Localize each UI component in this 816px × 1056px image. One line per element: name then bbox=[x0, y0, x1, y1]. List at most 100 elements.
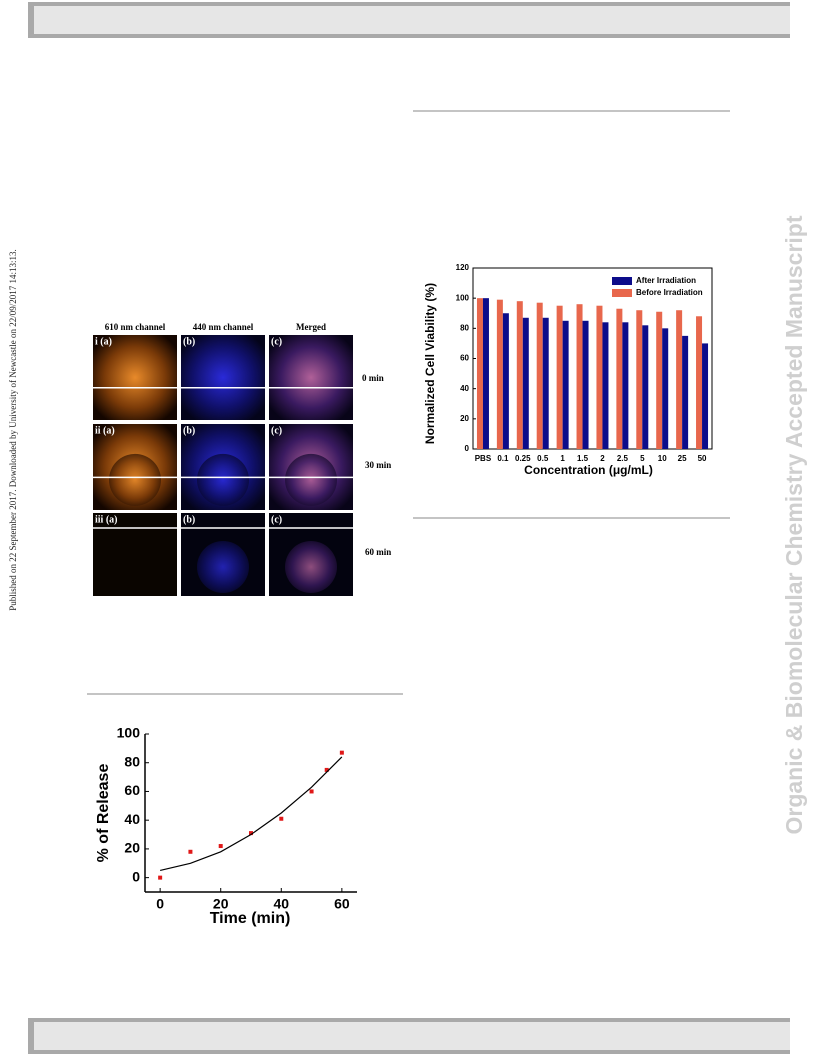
y-tick-label: 20 bbox=[124, 840, 140, 856]
x-tick-label: 20 bbox=[213, 896, 229, 912]
release-chart: 0 20 40 60 80 100 0 20 40 60 % of Release Time (min… bbox=[95, 725, 357, 927]
y-tick-label: 40 bbox=[124, 811, 140, 827]
bar bbox=[556, 305, 563, 449]
bar bbox=[522, 317, 529, 449]
x-tick-label: 5 bbox=[640, 454, 645, 463]
y-tick-label: 60 bbox=[124, 782, 140, 798]
y-tick-label: 0 bbox=[465, 444, 470, 453]
panel-label: (c) bbox=[271, 336, 282, 347]
micrograph-panel bbox=[181, 335, 265, 420]
panel-label: (b) bbox=[183, 425, 195, 436]
footer-inner bbox=[34, 1022, 790, 1050]
y-tick-label: 100 bbox=[117, 725, 141, 741]
published-note: Published on 22 September 2017. Download… bbox=[8, 249, 18, 610]
panel-label: (c) bbox=[271, 514, 282, 525]
legend-label: Before Irradiation bbox=[636, 288, 703, 297]
bar bbox=[642, 325, 649, 449]
panel-label: (b) bbox=[183, 514, 195, 525]
column-label: Merged bbox=[296, 322, 326, 332]
legend-label: After Irradiation bbox=[636, 276, 696, 285]
x-tick-label: 40 bbox=[273, 896, 289, 912]
x-tick-label: 0.5 bbox=[537, 454, 549, 463]
x-tick-label: 0 bbox=[156, 896, 164, 912]
bar bbox=[636, 310, 643, 449]
y-tick-label: 60 bbox=[460, 354, 469, 363]
header-inner bbox=[34, 6, 790, 34]
bar bbox=[682, 335, 689, 449]
bar bbox=[676, 310, 683, 449]
column-label: 610 nm channel bbox=[105, 322, 166, 332]
x-tick-label: 50 bbox=[698, 454, 707, 463]
y-axis-label: % of Release bbox=[95, 764, 112, 863]
x-tick-label: 25 bbox=[678, 454, 687, 463]
micrograph-panel bbox=[269, 335, 353, 420]
x-tick-label: 1.5 bbox=[577, 454, 589, 463]
panel-label: i (a) bbox=[95, 336, 112, 347]
bar bbox=[542, 317, 549, 449]
micrograph-panel bbox=[93, 335, 177, 420]
data-point bbox=[218, 844, 223, 849]
fit-line bbox=[160, 756, 343, 872]
y-tick-label: 0 bbox=[132, 868, 140, 884]
y-tick-label: 40 bbox=[460, 384, 469, 393]
cell-cluster bbox=[285, 540, 337, 593]
y-tick-label: 20 bbox=[460, 414, 469, 423]
time-label: 30 min bbox=[365, 460, 391, 470]
bar bbox=[476, 298, 483, 449]
bar bbox=[696, 316, 703, 449]
cell-cluster bbox=[197, 540, 249, 593]
x-tick-label: 2.5 bbox=[617, 454, 629, 463]
time-label: 0 min bbox=[362, 373, 384, 383]
data-point bbox=[279, 816, 284, 821]
cell-cluster bbox=[197, 453, 249, 506]
x-tick-label: PBS bbox=[475, 454, 492, 463]
x-tick-label: 1 bbox=[560, 454, 565, 463]
bar bbox=[622, 322, 629, 449]
data-point bbox=[309, 789, 314, 794]
cell-cluster bbox=[285, 453, 337, 506]
legend-swatch bbox=[612, 289, 632, 297]
x-axis-label: Concentration (μg/mL) bbox=[524, 463, 653, 477]
bar bbox=[582, 320, 589, 449]
y-tick-label: 80 bbox=[460, 323, 469, 332]
micrograph-figure: 610 nm channel 440 nm channel Merged i (a) (… bbox=[93, 322, 391, 596]
bar bbox=[596, 305, 603, 449]
bar bbox=[496, 299, 503, 449]
bar bbox=[562, 320, 569, 449]
micrograph-panel bbox=[93, 513, 177, 596]
bar bbox=[656, 311, 663, 449]
x-tick-label: 0.1 bbox=[497, 454, 509, 463]
data-point bbox=[188, 849, 193, 854]
watermark: Organic & Biomolecular Chemistry Accepte… bbox=[781, 215, 807, 834]
y-tick-label: 100 bbox=[456, 293, 470, 302]
x-axis-label: Time (min) bbox=[210, 910, 291, 927]
panel-label: (b) bbox=[183, 336, 195, 347]
bar bbox=[616, 308, 623, 449]
data-point bbox=[158, 875, 163, 880]
panel-label: (c) bbox=[271, 425, 282, 436]
data-point bbox=[339, 750, 344, 755]
panel-label: ii (a) bbox=[95, 425, 115, 436]
column-label: 440 nm channel bbox=[193, 322, 254, 332]
y-axis-label: Normalized Cell Viability (%) bbox=[423, 283, 437, 444]
cell-cluster bbox=[109, 453, 161, 506]
bar bbox=[516, 301, 523, 449]
bar bbox=[576, 304, 583, 449]
data-point bbox=[249, 831, 253, 836]
x-tick-label: 2 bbox=[600, 454, 605, 463]
bar bbox=[502, 313, 509, 449]
y-tick-label: 80 bbox=[124, 753, 140, 769]
x-tick-label: 10 bbox=[658, 454, 667, 463]
data-point bbox=[324, 767, 329, 772]
bar bbox=[662, 328, 669, 449]
bar bbox=[536, 302, 543, 449]
panel-label: iii (a) bbox=[95, 514, 118, 525]
bar bbox=[482, 298, 489, 449]
legend-swatch bbox=[612, 277, 632, 285]
time-label: 60 min bbox=[365, 547, 391, 557]
bar bbox=[602, 322, 609, 449]
bar-chart: 0 20 40 60 80 100 120 PBS 0.1 0.25 0.5 1 1.5 2 2.5 5 10 2… bbox=[423, 263, 713, 477]
y-tick-label: 120 bbox=[456, 263, 470, 272]
